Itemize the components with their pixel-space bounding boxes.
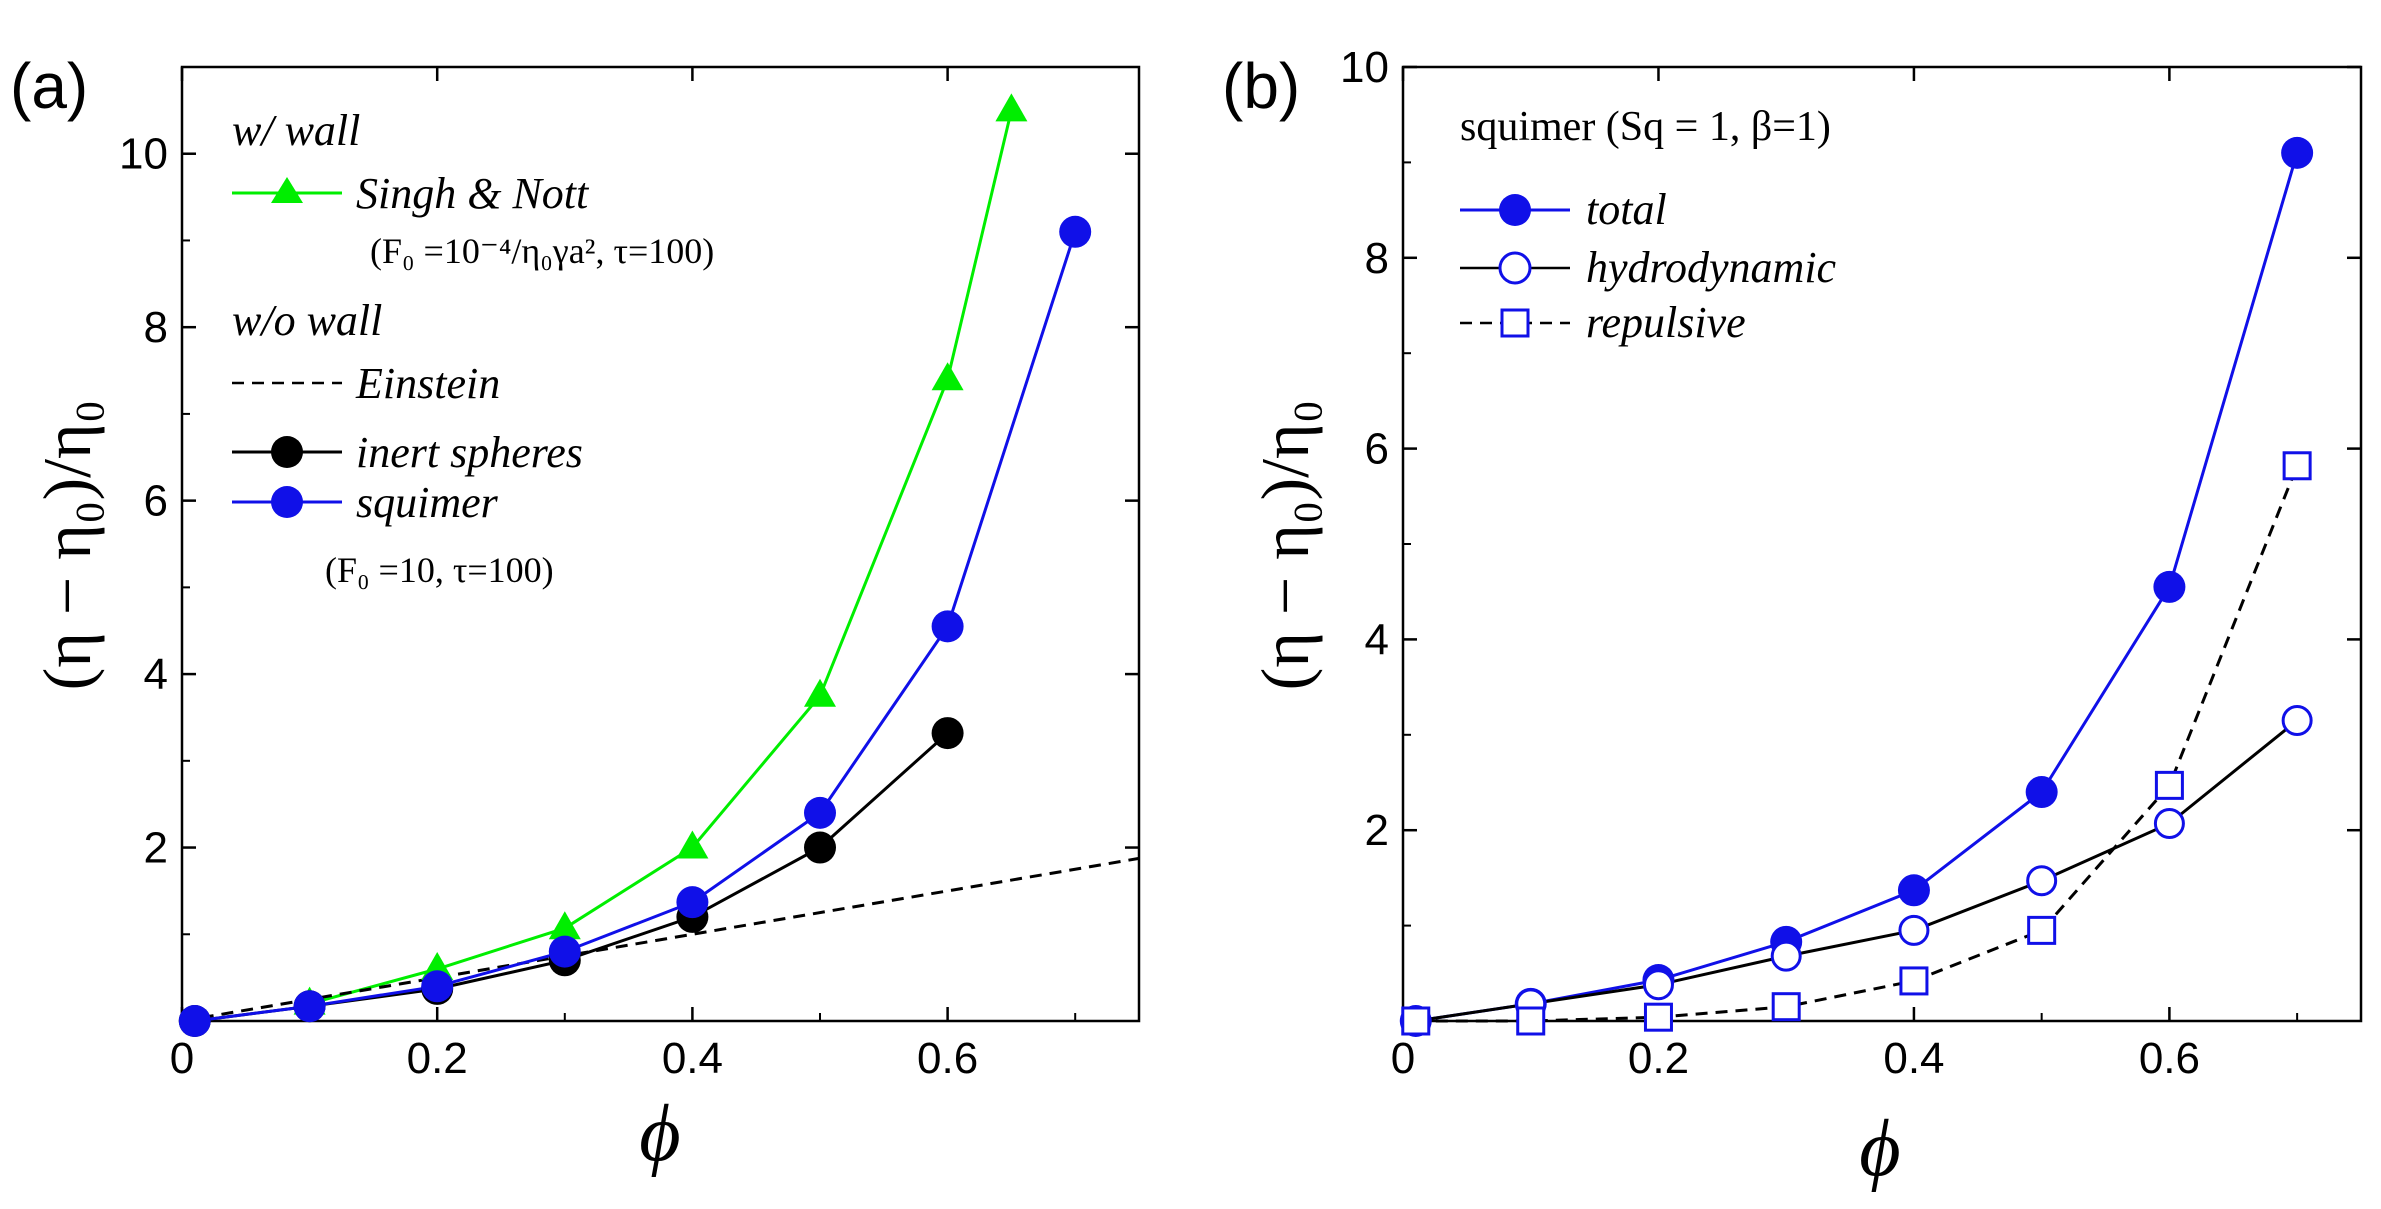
panel-b-x-axis-label: ϕ bbox=[1859, 1105, 1900, 1193]
legend-label-inert: inert spheres bbox=[356, 428, 583, 477]
data-point-squimer bbox=[804, 796, 836, 829]
series-line-hydrodynamic bbox=[1415, 719, 2299, 1023]
x-tick-label: 0.4 bbox=[1883, 1034, 1944, 1083]
panel-b-y-axis-label: (η − η₀)/η₀ bbox=[1247, 400, 1323, 691]
legend-header-without-wall: w/o wall bbox=[232, 296, 382, 345]
legend-marker-squimer bbox=[271, 486, 303, 518]
data-point-singh-nott bbox=[804, 678, 836, 707]
data-point-total bbox=[1897, 874, 1930, 907]
panel-b-title: squimer (Sq = 1, β=1) bbox=[1460, 104, 1831, 150]
x-tick-label: 0.4 bbox=[662, 1034, 723, 1083]
data-point-hydrodynamic bbox=[1770, 940, 1802, 972]
panel-b-series bbox=[1399, 136, 2314, 1037]
series-line-einstein bbox=[181, 856, 1140, 1023]
y-tick-label: 2 bbox=[1365, 806, 1389, 855]
data-point-total bbox=[2025, 776, 2058, 809]
x-tick-label: 0 bbox=[1391, 1034, 1415, 1083]
data-point-repulsive bbox=[1401, 1006, 1431, 1036]
legend-label-repulsive: repulsive bbox=[1586, 298, 1746, 347]
data-point-repulsive bbox=[1899, 966, 1929, 996]
data-point-singh-nott bbox=[676, 830, 709, 859]
data-point-squimer bbox=[1059, 215, 1092, 248]
series-line-squimer bbox=[194, 231, 1077, 1023]
data-point-squimer bbox=[178, 1005, 211, 1037]
data-point-total bbox=[2281, 136, 2314, 169]
panel-b-legend: squimer (Sq = 1, β=1) total hydrodynamic… bbox=[1460, 104, 1837, 347]
data-point-repulsive bbox=[1771, 992, 1801, 1022]
legend-marker-repulsive bbox=[1500, 308, 1530, 338]
data-point-singh-nott bbox=[995, 93, 1028, 122]
data-point-hydrodynamic bbox=[1642, 969, 1674, 1001]
x-tick-label: 0.6 bbox=[917, 1034, 978, 1083]
data-point-hydrodynamic bbox=[2281, 704, 2313, 736]
panel-a-ticks: 0 0.2 0.4 0.6 2 4 6 8 10 bbox=[119, 67, 1139, 1083]
panel-a-series bbox=[178, 93, 1140, 1037]
data-point-repulsive bbox=[1643, 1002, 1673, 1032]
data-point-repulsive bbox=[1516, 1006, 1546, 1036]
panel-b-label: (b) bbox=[1222, 50, 1300, 122]
panel-b: (b) 0 0.2 0.4 0.6 2 4 6 8 10 (η − η₀)/η₀ ϕ squim… bbox=[1222, 43, 2363, 1193]
data-point-squimer bbox=[293, 990, 326, 1023]
data-point-singh-nott bbox=[548, 911, 581, 940]
panel-b-ticks: 0 0.2 0.4 0.6 2 4 6 8 10 bbox=[1340, 43, 2361, 1083]
legend-marker-hydrodynamic bbox=[1498, 251, 1532, 285]
data-point-hydrodynamic bbox=[2153, 808, 2185, 840]
legend-marker-inert bbox=[271, 436, 303, 468]
legend-params-squimer: (F₀ =10, τ=100) bbox=[325, 550, 554, 590]
legend-label-singh-nott: Singh & Nott bbox=[356, 169, 590, 218]
panel-a-label: (a) bbox=[10, 50, 88, 122]
data-point-total bbox=[2153, 570, 2186, 603]
data-point-squimer bbox=[548, 935, 581, 968]
data-point-repulsive bbox=[2027, 915, 2057, 945]
y-tick-label: 10 bbox=[119, 130, 168, 179]
x-tick-label: 0.2 bbox=[407, 1034, 468, 1083]
y-tick-label: 10 bbox=[1340, 43, 1389, 92]
legend-label-einstein: Einstein bbox=[355, 359, 500, 408]
data-point-singh-nott bbox=[931, 362, 964, 391]
y-tick-label: 8 bbox=[1365, 234, 1389, 283]
y-tick-label: 4 bbox=[1365, 615, 1389, 664]
data-point-squimer bbox=[931, 610, 964, 643]
data-point-hydrodynamic bbox=[1898, 914, 1930, 946]
panel-a: (a) 0 0.2 0.4 0.6 2 4 6 8 10 (η − η₀)/η₀ ϕ w/ wa… bbox=[10, 50, 1141, 1178]
y-tick-label: 8 bbox=[144, 303, 168, 352]
y-tick-label: 6 bbox=[1365, 425, 1389, 474]
x-tick-label: 0.2 bbox=[1628, 1034, 1689, 1083]
legend-label-hydrodynamic: hydrodynamic bbox=[1586, 243, 1837, 292]
panel-a-x-axis-label: ϕ bbox=[639, 1090, 680, 1178]
y-tick-label: 2 bbox=[144, 824, 168, 873]
data-point-repulsive bbox=[2154, 770, 2184, 800]
series-line-inert-spheres bbox=[194, 731, 949, 1023]
panel-a-legend: w/ wall Singh & Nott (F₀ =10⁻⁴/η₀γa², τ=… bbox=[232, 106, 714, 590]
legend-params-singh-nott: (F₀ =10⁻⁴/η₀γa², τ=100) bbox=[370, 231, 714, 271]
data-point-inert-spheres bbox=[804, 831, 836, 864]
data-point-squimer bbox=[676, 886, 709, 919]
legend-marker-singh-nott bbox=[271, 177, 303, 203]
legend-header-with-wall: w/ wall bbox=[232, 106, 360, 155]
data-point-repulsive bbox=[2282, 451, 2312, 481]
series-line-repulsive bbox=[1415, 465, 2299, 1023]
legend-label-squimer: squimer bbox=[356, 478, 499, 527]
y-tick-label: 4 bbox=[144, 650, 168, 699]
panel-a-y-axis-label: (η − η₀)/η₀ bbox=[29, 400, 105, 691]
y-tick-label: 6 bbox=[144, 477, 168, 526]
x-tick-label: 0.6 bbox=[2139, 1034, 2200, 1083]
legend-label-total: total bbox=[1586, 185, 1667, 234]
data-point-inert-spheres bbox=[931, 717, 964, 750]
panel-a-frame bbox=[180, 65, 1141, 1023]
data-point-hydrodynamic bbox=[2026, 865, 2058, 897]
x-tick-label: 0 bbox=[170, 1034, 194, 1083]
data-point-squimer bbox=[421, 970, 454, 1003]
legend-marker-total bbox=[1499, 194, 1531, 226]
